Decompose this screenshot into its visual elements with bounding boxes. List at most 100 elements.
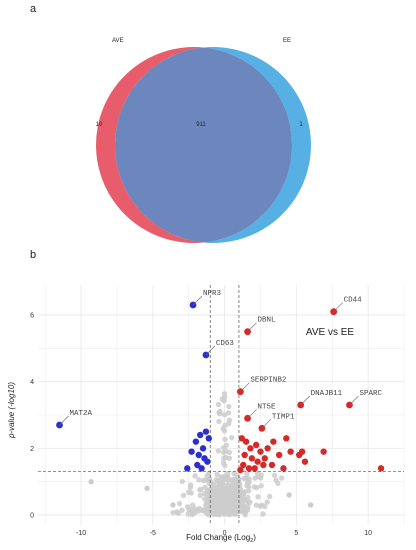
ns-point [221, 398, 227, 404]
venn-set-label-ave: AVE [112, 38, 124, 44]
down-regulated-point [188, 448, 195, 455]
venn-ee-only-region [203, 46, 312, 243]
ns-point [197, 492, 203, 499]
x-axis-label-sub: 2 [250, 538, 253, 544]
ns-point [211, 496, 218, 503]
y-axis-label: p-value (-log10) [7, 382, 16, 439]
gene-labels: NPR3 CD63 MAT2A DBNL CD44 SERPINB2 DNAJB11 SPAR… [59, 290, 382, 429]
ns-point [192, 473, 198, 479]
down-regulated-point [205, 435, 212, 442]
gene-label: SPARC [359, 390, 382, 398]
gene-label-leader [261, 419, 272, 429]
x-tick-label: 10 [364, 530, 372, 537]
gene-label-leader [247, 409, 257, 419]
ns-point [234, 484, 240, 490]
nonsignificant-points [88, 390, 314, 518]
ns-point [188, 490, 194, 496]
ns-point [222, 436, 228, 442]
y-tick-label: 4 [30, 379, 34, 386]
up-regulated-point [261, 455, 268, 462]
ns-point [234, 472, 240, 479]
ns-point [221, 390, 228, 397]
ns-point [241, 497, 248, 503]
up-regulated-point [242, 438, 250, 445]
venn-diagram: AVE EE 10 911 1 [95, 38, 312, 244]
ns-point [273, 477, 279, 483]
gene-label-leader [333, 302, 343, 312]
venn-count-ee-only: 1 [299, 122, 303, 128]
ns-point [262, 503, 268, 510]
ns-point [223, 476, 229, 483]
ns-point [228, 497, 234, 503]
gene-label-leader [247, 322, 257, 332]
axis-ticks: -10 -5 0 5 10 0 2 4 6 [30, 313, 372, 538]
down-regulated-point [184, 465, 191, 472]
ns-point [208, 506, 214, 512]
x-tick-label: -5 [150, 530, 156, 537]
down-regulated-point [198, 465, 205, 472]
ns-point [308, 502, 314, 508]
ns-point [246, 479, 252, 486]
ns-point [217, 476, 224, 482]
x-tick-label: 5 [294, 530, 298, 537]
up-regulated-point [283, 435, 290, 442]
gene-label-leader [240, 382, 250, 392]
gene-label: DNAJB11 [311, 390, 343, 398]
ns-point [179, 507, 185, 513]
gene-label: CD44 [344, 297, 363, 305]
y-tick-label: 0 [30, 513, 34, 520]
ns-point [191, 510, 198, 516]
venn-set-label-ee: EE [283, 38, 291, 44]
up-regulated-point [287, 448, 294, 455]
ns-point [180, 492, 187, 499]
ns-point [239, 508, 246, 515]
ns-point [216, 481, 223, 487]
up-regulated-point [260, 461, 267, 469]
down-regulated-point [192, 438, 200, 445]
gene-label: SERPINB2 [250, 377, 286, 385]
venn-count-intersection: 911 [196, 122, 206, 128]
up-regulated-point [257, 448, 264, 455]
ns-point [175, 510, 182, 516]
x-axis-label: Fold Change (Log2) [186, 533, 256, 544]
venn-ave-only-region [95, 46, 204, 244]
ns-point [225, 410, 232, 416]
ns-point [223, 495, 230, 501]
ns-point [222, 422, 228, 429]
ns-point [221, 505, 227, 511]
down-regulated-point [199, 445, 207, 452]
ns-point [260, 511, 266, 517]
ns-point [170, 502, 176, 508]
panel-a-letter: a [30, 3, 37, 15]
x-tick-label: 0 [223, 530, 227, 537]
ns-point [213, 501, 219, 508]
up-regulated-point [252, 441, 260, 449]
ns-point [213, 491, 219, 497]
ns-point [235, 479, 242, 485]
ns-point [226, 403, 232, 410]
chart-annotation: AVE vs EE [306, 327, 354, 338]
x-axis-label-end: ) [253, 533, 256, 542]
ns-point [225, 501, 231, 507]
gene-label: CD63 [216, 340, 235, 348]
x-axis-label-main: Fold Change (Log [186, 533, 250, 542]
ns-point [217, 408, 223, 415]
up-regulated-point [298, 448, 306, 455]
up-regulated-point [237, 466, 244, 474]
down-regulated-point [195, 451, 202, 459]
gene-label-leader [349, 395, 359, 406]
ns-point [234, 506, 240, 513]
ns-point [186, 507, 192, 513]
x-tick-label: -10 [76, 530, 86, 537]
ns-point [176, 500, 183, 507]
ns-point [241, 475, 247, 482]
gene-label-leader [300, 395, 310, 406]
gene-label-leader [192, 295, 203, 306]
ns-point [224, 487, 230, 493]
venn-count-ave-only: 10 [96, 122, 103, 128]
ns-point [255, 494, 261, 500]
up-regulated-point [301, 458, 309, 465]
up-regulated-point [238, 435, 246, 442]
up-regulated-point [275, 451, 283, 459]
